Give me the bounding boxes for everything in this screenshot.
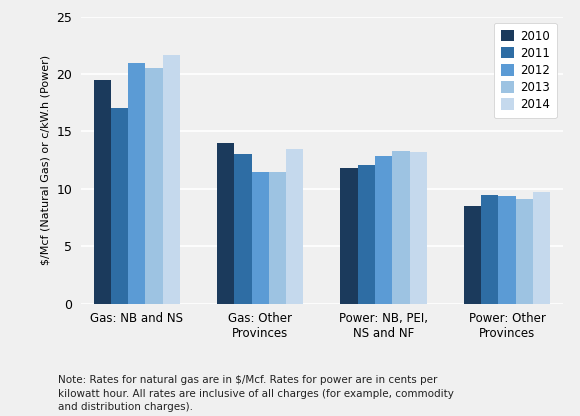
Bar — [358, 165, 375, 304]
Bar — [481, 195, 498, 304]
Bar — [93, 80, 111, 304]
Bar — [392, 151, 409, 304]
Bar — [409, 152, 427, 304]
Bar — [533, 192, 550, 304]
Bar — [234, 154, 252, 304]
Bar — [286, 149, 303, 304]
Bar — [217, 143, 234, 304]
Bar — [340, 168, 358, 304]
Bar — [375, 156, 392, 304]
Text: Note: Rates for natural gas are in $/Mcf. Rates for power are in cents per
kilow: Note: Rates for natural gas are in $/Mcf… — [58, 375, 454, 412]
Bar — [111, 109, 128, 304]
Bar — [162, 54, 180, 304]
Bar — [269, 172, 286, 304]
Y-axis label: $/Mcf (Natural Gas) or c/kW.h (Power): $/Mcf (Natural Gas) or c/kW.h (Power) — [41, 55, 50, 265]
Bar — [146, 68, 162, 304]
Legend: 2010, 2011, 2012, 2013, 2014: 2010, 2011, 2012, 2013, 2014 — [494, 22, 557, 118]
Bar — [128, 62, 146, 304]
Bar — [252, 172, 269, 304]
Bar — [516, 199, 533, 304]
Bar — [498, 196, 516, 304]
Bar — [464, 206, 481, 304]
